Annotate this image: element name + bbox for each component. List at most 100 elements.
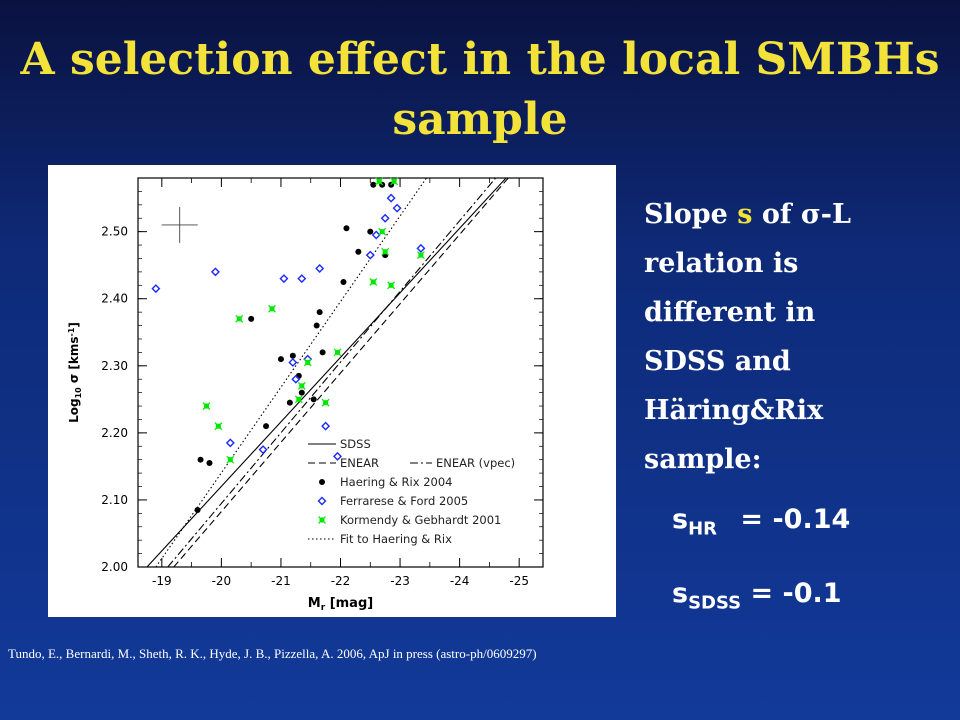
legend: SDSS ENEAR ENEAR (vpec) Haering & Rix 2004 F…	[308, 437, 515, 546]
eq-hr-s: s	[672, 504, 689, 535]
legend-label: SDSS	[340, 437, 371, 451]
point-kormendy-gebhardt-2001	[294, 395, 303, 404]
x-axis-label: Mr [mag]	[308, 596, 373, 613]
point-kormendy-gebhardt-2001	[369, 278, 378, 286]
point-ferrarese-ford-2005	[371, 230, 381, 240]
text-of-sigma-l: of σ-L	[761, 199, 851, 230]
slope-description: Slope s of σ-L relation is different in …	[644, 190, 944, 484]
point-kormendy-gebhardt-2001-cross	[387, 281, 396, 290]
x-tick-label: -22	[331, 574, 351, 588]
x-tick-label: -25	[509, 574, 529, 588]
point-ferrarese-ford-2005	[288, 357, 298, 367]
point-haering-rix-2004	[310, 396, 317, 403]
legend-marker-swatch	[318, 516, 326, 524]
text-line-haering-rix: Häring&Rix	[644, 395, 824, 426]
point-haering-rix-2004	[263, 423, 270, 430]
eq-sdss-s: s	[672, 578, 689, 609]
legend-label: Kormendy & Gebhardt 2001	[340, 513, 501, 527]
point-kormendy-gebhardt-2001-cross	[297, 381, 306, 390]
point-kormendy-gebhardt-2001	[235, 314, 244, 323]
x-tick-label: -23	[390, 574, 410, 588]
eq-hr-value: = -0.14	[740, 504, 851, 535]
point-kormendy-gebhardt-2001	[378, 227, 387, 236]
point-haering-rix-2004	[343, 225, 350, 232]
x-tick-label: -24	[450, 574, 470, 588]
line-sdss	[146, 178, 507, 567]
point-haering-rix-2004	[316, 309, 323, 316]
point-kormendy-gebhardt-2001	[416, 251, 425, 260]
point-kormendy-gebhardt-2001-cross	[333, 348, 342, 357]
point-ferrarese-ford-2005	[315, 264, 325, 274]
text-s: s	[737, 199, 753, 230]
y-tick-label: 2.00	[101, 560, 128, 574]
point-ferrarese-ford-2005	[297, 274, 307, 284]
point-haering-rix-2004	[313, 322, 320, 329]
title-line-1: A selection effect in the local SMBHs	[20, 34, 940, 85]
y-tick-label: 2.40	[101, 292, 128, 306]
y-tick-label: 2.30	[101, 359, 128, 373]
point-haering-rix-2004	[194, 506, 201, 513]
point-kormendy-gebhardt-2001-cross	[235, 314, 244, 323]
point-kormendy-gebhardt-2001-cross	[226, 455, 235, 464]
slide-title: A selection effect in the local SMBHs sa…	[0, 30, 960, 150]
line-fit-to-haering-rix	[155, 178, 428, 567]
point-haering-rix-2004	[367, 228, 374, 235]
point-kormendy-gebhardt-2001-cross	[268, 304, 276, 313]
text-line-sdss-and: SDSS and	[644, 346, 791, 377]
legend-label: ENEAR (vpec)	[436, 456, 515, 470]
citation: Tundo, E., Bernardi, M., Sheth, R. K., H…	[8, 646, 537, 661]
point-kormendy-gebhardt-2001	[381, 247, 390, 256]
line-enear-vpec-	[167, 178, 497, 567]
y-tick-label: 2.20	[101, 426, 128, 440]
legend-label: Ferrarese & Ford 2005	[340, 494, 468, 508]
point-kormendy-gebhardt-2001	[321, 398, 330, 407]
point-kormendy-gebhardt-2001-cross	[369, 278, 378, 286]
line-enear	[173, 178, 509, 567]
point-kormendy-gebhardt-2001-cross	[303, 358, 312, 367]
y-tick-label: 2.10	[101, 493, 128, 507]
scatter-chart: -19 -20 -21 -22 -23 -24 -25 2.00 2.10 2.20 2.30 2.4…	[67, 177, 544, 613]
point-haering-rix-2004	[298, 389, 305, 396]
eq-sdss-sub: SDSS	[688, 592, 742, 614]
text-slope: Slope	[644, 199, 728, 230]
point-kormendy-gebhardt-2001	[214, 422, 223, 431]
point-haering-rix-2004	[319, 349, 326, 356]
point-kormendy-gebhardt-2001	[297, 381, 306, 390]
point-kormendy-gebhardt-2001	[268, 304, 276, 313]
legend-label: ENEAR	[340, 456, 379, 470]
equation-hr: sHR = -0.14	[672, 504, 850, 539]
point-kormendy-gebhardt-2001-cross	[378, 227, 387, 236]
point-ferrarese-ford-2005	[258, 445, 268, 455]
point-kormendy-gebhardt-2001-cross	[375, 177, 384, 186]
point-kormendy-gebhardt-2001	[333, 348, 342, 357]
point-ferrarese-ford-2005	[416, 243, 426, 253]
point-ferrarese-ford-2005	[380, 213, 390, 223]
point-kormendy-gebhardt-2001	[387, 281, 396, 290]
point-haering-rix-2004	[370, 181, 377, 188]
point-haering-rix-2004	[340, 278, 347, 285]
point-kormendy-gebhardt-2001	[390, 177, 399, 186]
data-points	[151, 177, 426, 513]
point-haering-rix-2004	[289, 352, 296, 359]
point-ferrarese-ford-2005	[291, 374, 301, 384]
point-haering-rix-2004	[248, 315, 255, 322]
point-haering-rix-2004	[206, 460, 213, 467]
point-haering-rix-2004	[286, 399, 293, 406]
point-ferrarese-ford-2005	[386, 193, 396, 203]
point-ferrarese-ford-2005	[210, 267, 220, 277]
point-kormendy-gebhardt-2001-cross	[294, 395, 303, 404]
point-kormendy-gebhardt-2001	[375, 177, 384, 186]
fit-lines	[146, 178, 509, 567]
x-tick-label: -21	[271, 574, 291, 588]
plot-panel: -19 -20 -21 -22 -23 -24 -25 2.00 2.10 2.20 2.30 2.4…	[48, 165, 616, 617]
legend-marker-swatch-cross	[318, 516, 326, 524]
y-tick-label: 2.50	[101, 225, 128, 239]
point-kormendy-gebhardt-2001-cross	[202, 402, 211, 410]
point-ferrarese-ford-2005	[333, 451, 343, 461]
point-kormendy-gebhardt-2001	[202, 402, 211, 410]
text-line-sample: sample:	[644, 444, 762, 475]
y-axis-label: Log10 σ [kms-1]	[67, 322, 83, 423]
point-kormendy-gebhardt-2001	[303, 358, 312, 367]
x-tick-label: -19	[152, 574, 172, 588]
title-line-2: sample	[392, 94, 568, 145]
